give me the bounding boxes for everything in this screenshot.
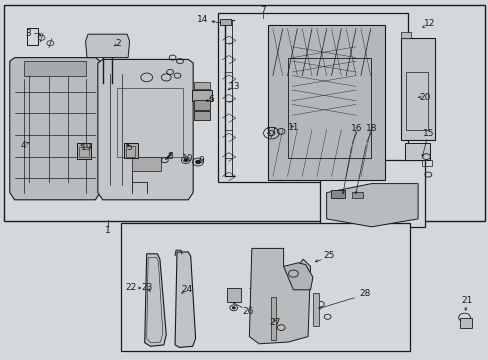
Bar — [400, 32, 410, 38]
Bar — [4, 5, 484, 221]
Text: 27: 27 — [269, 318, 281, 327]
Text: 16: 16 — [350, 124, 362, 133]
Text: 17: 17 — [265, 127, 277, 136]
Text: 19: 19 — [81, 143, 92, 152]
Text: 18: 18 — [365, 124, 377, 133]
Bar — [125, 146, 135, 157]
Bar — [400, 38, 434, 140]
Text: 2: 2 — [115, 39, 121, 48]
Text: 23: 23 — [141, 284, 153, 292]
Circle shape — [195, 160, 200, 164]
Bar — [267, 25, 385, 180]
Bar — [226, 288, 240, 302]
Text: 22: 22 — [124, 284, 136, 292]
Bar — [27, 28, 38, 45]
Text: 1: 1 — [104, 226, 110, 235]
Text: 15: 15 — [422, 129, 433, 138]
Polygon shape — [283, 263, 312, 290]
Text: 25: 25 — [322, 251, 334, 260]
Bar — [121, 223, 409, 351]
Text: 12: 12 — [423, 19, 434, 28]
Text: 26: 26 — [242, 307, 254, 316]
Bar — [123, 143, 138, 158]
Bar — [312, 293, 318, 326]
Bar — [191, 90, 212, 101]
Bar — [132, 157, 161, 171]
Text: 21: 21 — [461, 296, 472, 305]
Bar — [459, 318, 471, 328]
Text: 3: 3 — [25, 29, 31, 37]
Bar — [24, 61, 85, 76]
Bar — [193, 100, 210, 110]
Text: 10: 10 — [182, 154, 193, 163]
Text: 24: 24 — [181, 285, 193, 294]
Polygon shape — [98, 59, 193, 200]
Polygon shape — [85, 34, 129, 58]
Bar — [220, 19, 230, 25]
Text: 6: 6 — [208, 94, 214, 104]
Polygon shape — [249, 248, 310, 344]
Polygon shape — [175, 252, 195, 347]
Bar — [404, 143, 429, 160]
Text: 13: 13 — [228, 82, 240, 91]
Bar — [287, 58, 370, 158]
Bar — [193, 82, 210, 89]
Polygon shape — [326, 184, 417, 227]
Bar — [79, 147, 88, 157]
Text: 20: 20 — [419, 93, 430, 102]
Bar — [271, 297, 276, 340]
Text: 7: 7 — [260, 6, 265, 15]
Text: 9: 9 — [198, 156, 204, 165]
Text: 5: 5 — [126, 143, 132, 152]
Text: 8: 8 — [167, 152, 173, 161]
Text: 4: 4 — [20, 141, 26, 150]
Polygon shape — [10, 58, 100, 200]
Bar — [330, 190, 345, 198]
Bar — [217, 13, 407, 182]
Circle shape — [232, 307, 235, 309]
Bar — [193, 111, 210, 120]
Bar — [405, 72, 427, 130]
Polygon shape — [144, 254, 166, 346]
Text: 14: 14 — [197, 15, 208, 24]
Text: 11: 11 — [287, 123, 299, 132]
Bar — [421, 160, 431, 166]
Bar — [351, 192, 362, 198]
Bar — [117, 88, 183, 157]
Text: 28: 28 — [358, 289, 370, 298]
Bar — [77, 143, 91, 159]
Bar — [320, 160, 425, 227]
Circle shape — [183, 159, 187, 162]
